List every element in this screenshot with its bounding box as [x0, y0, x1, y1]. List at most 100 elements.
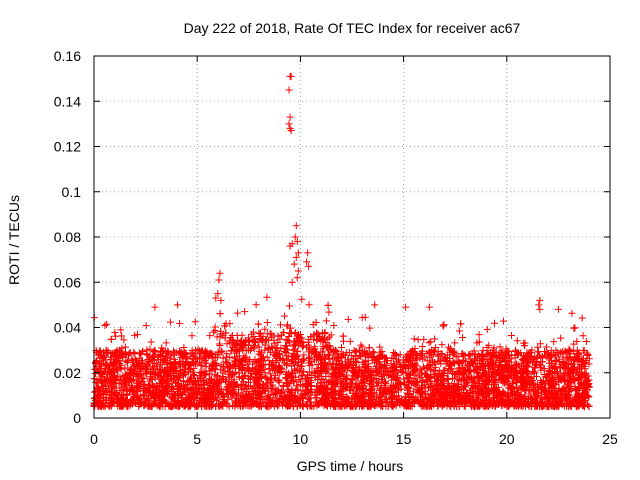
- data-point: [359, 370, 367, 378]
- data-point: [231, 355, 239, 363]
- data-point: [362, 348, 370, 356]
- data-point: [306, 344, 314, 352]
- data-point: [437, 360, 445, 368]
- data-point: [310, 346, 318, 354]
- data-point: [251, 389, 259, 397]
- data-point: [427, 338, 435, 346]
- data-point: [522, 369, 530, 377]
- data-point: [526, 390, 534, 398]
- data-point: [146, 369, 154, 377]
- data-point: [348, 383, 356, 391]
- data-point: [286, 329, 294, 337]
- data-point: [242, 401, 250, 409]
- data-point: [579, 384, 587, 392]
- data-point: [255, 329, 263, 337]
- grid-lines: [94, 56, 610, 418]
- data-point: [372, 390, 380, 398]
- data-point: [96, 347, 104, 355]
- data-point: [552, 387, 560, 395]
- data-point: [546, 367, 554, 375]
- data-point: [110, 400, 118, 408]
- data-point: [334, 352, 342, 360]
- data-point: [211, 326, 219, 334]
- data-point: [320, 336, 328, 344]
- data-point: [230, 388, 238, 396]
- data-point: [296, 367, 304, 375]
- data-point: [412, 371, 420, 379]
- data-point: [394, 379, 402, 387]
- data-point: [347, 380, 355, 388]
- data-point: [167, 370, 175, 378]
- data-point: [389, 389, 397, 397]
- data-point: [441, 367, 449, 375]
- data-point: [578, 314, 586, 322]
- data-point: [308, 385, 315, 393]
- data-point: [510, 387, 518, 395]
- data-points: [90, 72, 593, 411]
- data-point: [543, 373, 551, 381]
- data-point: [304, 341, 312, 349]
- data-point: [363, 350, 371, 358]
- data-point: [201, 348, 209, 356]
- data-point: [321, 329, 329, 337]
- data-point: [450, 360, 458, 368]
- data-point: [410, 387, 418, 395]
- data-point: [149, 352, 157, 360]
- data-point: [263, 293, 271, 301]
- data-point: [381, 396, 389, 404]
- data-point: [133, 359, 141, 367]
- data-point: [542, 395, 550, 403]
- data-point: [474, 350, 482, 358]
- data-point: [542, 343, 550, 351]
- data-point: [228, 336, 236, 344]
- data-point: [263, 318, 271, 326]
- data-point: [340, 371, 348, 379]
- data-point: [231, 345, 239, 353]
- data-point: [283, 361, 291, 369]
- data-point: [94, 379, 102, 387]
- data-point: [276, 394, 284, 402]
- data-point: [382, 379, 390, 387]
- data-point: [315, 333, 323, 341]
- data-point: [150, 383, 158, 391]
- data-point: [222, 358, 230, 366]
- data-point: [200, 385, 208, 393]
- data-point: [276, 369, 284, 377]
- data-point: [276, 350, 284, 358]
- data-point: [110, 350, 118, 358]
- data-point: [177, 394, 185, 402]
- data-point: [552, 377, 560, 385]
- data-point: [434, 373, 442, 381]
- data-point: [276, 321, 284, 329]
- data-point: [305, 301, 313, 309]
- data-point: [490, 393, 498, 401]
- data-point: [568, 309, 576, 317]
- data-point: [166, 359, 174, 367]
- data-point: [458, 350, 466, 358]
- data-point: [346, 386, 354, 394]
- data-point: [495, 388, 503, 396]
- data-point: [580, 360, 588, 368]
- data-point: [429, 358, 437, 366]
- data-point: [519, 385, 527, 393]
- data-point: [115, 399, 123, 407]
- data-point: [351, 381, 359, 389]
- data-point: [118, 403, 126, 411]
- data-point: [123, 358, 131, 366]
- data-point: [480, 384, 488, 392]
- data-point: [260, 380, 268, 388]
- data-point: [563, 359, 571, 367]
- data-point: [571, 374, 579, 382]
- data-point: [233, 391, 241, 399]
- data-point: [511, 352, 519, 360]
- data-point: [490, 359, 498, 367]
- data-point: [511, 391, 519, 399]
- data-point: [446, 345, 454, 353]
- data-point: [219, 395, 227, 403]
- data-point: [248, 330, 256, 338]
- data-point: [390, 363, 398, 371]
- data-point: [532, 372, 540, 380]
- data-point: [281, 312, 289, 320]
- data-point: [574, 349, 582, 357]
